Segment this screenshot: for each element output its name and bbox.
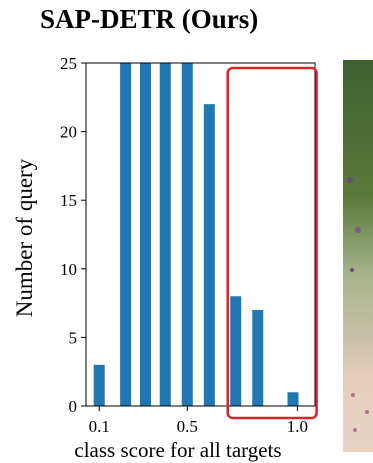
chart-title: SAP-DETR (Ours) — [40, 4, 259, 34]
y-tick-label: 10 — [60, 260, 77, 279]
plot-frame — [85, 62, 316, 407]
y-tick-label: 20 — [60, 123, 77, 142]
y-tick-label: 0 — [69, 397, 78, 416]
x-tick-label: 0.1 — [89, 417, 110, 436]
highlight-box — [226, 66, 318, 420]
bar — [159, 63, 171, 406]
bar — [252, 309, 264, 406]
bar — [139, 63, 151, 406]
y-axis-label: Number of query — [12, 158, 37, 317]
x-tick-label: 1.0 — [287, 417, 308, 436]
x-axis-label: class score for all targets — [74, 438, 281, 462]
y-axis: 0 5 10 15 20 25 — [60, 54, 86, 416]
bar — [120, 63, 132, 406]
bars-group — [93, 63, 299, 406]
bar — [287, 392, 299, 406]
bar — [93, 364, 105, 406]
bar — [181, 63, 193, 406]
y-tick-label: 5 — [69, 328, 78, 347]
bar — [230, 296, 242, 406]
bar — [203, 104, 215, 406]
y-tick-label: 15 — [60, 191, 77, 210]
x-axis: 0.1 0.5 1.0 — [89, 406, 308, 436]
x-tick-label: 0.5 — [177, 417, 198, 436]
sample-image-graphic — [343, 60, 373, 452]
sample-image — [343, 60, 373, 452]
y-tick-label: 25 — [60, 54, 77, 73]
